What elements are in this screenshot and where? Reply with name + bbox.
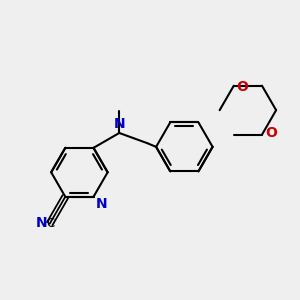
Text: O: O <box>237 80 249 94</box>
Text: C: C <box>46 217 55 230</box>
Text: O: O <box>265 126 277 140</box>
Text: N: N <box>96 197 107 212</box>
Text: N: N <box>113 117 125 131</box>
Text: N: N <box>36 216 47 230</box>
